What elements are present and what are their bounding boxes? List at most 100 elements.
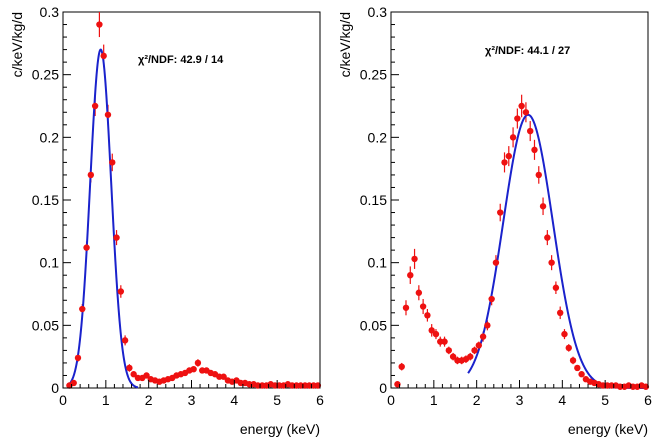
left-x-tick-label: 5 [273, 392, 281, 408]
right-data-point [565, 344, 572, 352]
right-data-point [561, 330, 568, 338]
left-data-point [190, 366, 197, 373]
right-y-tick-label: 0 [379, 380, 387, 396]
left-plot-frame [62, 11, 321, 389]
left-data-point [143, 372, 150, 379]
right-data-point [548, 259, 555, 266]
left-data-point [87, 171, 95, 179]
right-x-tick-label: 1 [430, 392, 438, 408]
right-data-point [556, 309, 564, 316]
right-data-point [518, 102, 525, 110]
right-x-axis: 0 1 2 3 4 5 6 [387, 380, 652, 408]
right-data-point [539, 203, 547, 210]
left-x-axis-title: energy (keV) [240, 421, 320, 437]
right-x-tick-label: 0 [387, 392, 395, 408]
left-y-tick-label: 0.15 [32, 192, 59, 208]
right-data-point [552, 284, 560, 291]
left-y-axis: 0 0.05 0.1 0.15 0.2 0.25 0.3 [32, 4, 71, 396]
left-y-tick-label: 0 [51, 380, 59, 396]
left-data-point [83, 244, 90, 251]
right-y-axis: 0 0.05 0.1 0.15 0.2 0.25 0.3 [360, 4, 399, 396]
left-data-point [100, 52, 107, 60]
right-y-tick-label: 0.05 [360, 317, 387, 333]
right-data-point [578, 371, 585, 378]
left-y-tick-label: 0.05 [32, 317, 59, 333]
right-data-point [467, 353, 474, 360]
right-data-point [415, 289, 423, 296]
right-data-point [492, 259, 500, 266]
right-x-tick-label: 4 [558, 392, 566, 408]
right-data-point [531, 146, 538, 154]
left-y-tick-label: 0.3 [40, 4, 60, 20]
left-data-point [104, 111, 112, 118]
right-data-point [484, 322, 491, 329]
left-x-tick-label: 2 [145, 392, 153, 408]
right-data-point [407, 272, 414, 279]
left-y-tick-label: 0.1 [40, 255, 60, 271]
left-x-axis: 0 1 2 3 4 5 6 [59, 380, 324, 408]
left-data-point [74, 354, 82, 362]
right-data-point [642, 383, 650, 390]
right-data-marks [394, 94, 650, 390]
left-data-point [220, 373, 227, 380]
right-data-point [509, 134, 517, 141]
left-x-tick-label: 4 [230, 392, 238, 408]
right-y-tick-label: 0.1 [368, 255, 388, 271]
right-data-point [419, 303, 427, 310]
right-x-tick-label: 3 [516, 392, 524, 408]
left-x-tick-label: 3 [188, 392, 196, 408]
right-chart-panel: 0 0.05 0.1 0.15 0.2 0.25 0.3 0 1 2 3 4 5 6 c/keV/kg/… [337, 4, 652, 437]
right-y-tick-label: 0.2 [368, 129, 388, 145]
left-data-point [113, 234, 120, 241]
right-data-point [445, 347, 453, 354]
right-data-point [411, 255, 418, 263]
left-x-tick-label: 1 [102, 392, 110, 408]
left-data-point [117, 288, 125, 295]
left-data-point [126, 364, 133, 372]
right-x-tick-label: 2 [473, 392, 481, 408]
left-chi2-annotation: χ²/NDF: 42.9 / 14 [138, 54, 224, 66]
right-data-point [471, 347, 478, 354]
right-fit-curve [467, 113, 648, 389]
left-y-axis-title: c/keV/kg/d [9, 12, 25, 77]
right-data-point [527, 127, 534, 135]
right-data-point [449, 353, 457, 360]
right-data-point [394, 381, 401, 388]
left-x-tick-label: 6 [316, 392, 324, 408]
right-data-point [522, 109, 530, 116]
left-data-point [96, 21, 103, 28]
left-fit-curve [66, 48, 139, 389]
left-chart-panel: 0 0.05 0.1 0.15 0.2 0.25 0.3 0 1 2 3 4 5 6 c/keV/kg/… [9, 4, 324, 437]
right-chi2-annotation: χ²/NDF: 44.1 / 27 [485, 45, 570, 57]
left-y-tick-label: 0.25 [32, 67, 59, 83]
left-data-marks [66, 12, 322, 389]
right-y-tick-label: 0.3 [368, 4, 388, 20]
left-data-point [79, 305, 86, 313]
right-y-tick-label: 0.15 [360, 192, 387, 208]
right-data-point [488, 295, 495, 303]
left-data-point [109, 159, 116, 166]
right-data-point [441, 338, 448, 345]
right-data-point [505, 152, 512, 160]
right-data-point [402, 304, 410, 311]
left-x-tick-label: 0 [59, 392, 67, 408]
left-y-tick-label: 0.2 [40, 129, 60, 145]
right-data-point [424, 312, 431, 319]
right-data-point [574, 364, 581, 372]
right-data-point [432, 330, 440, 338]
right-data-point [535, 171, 542, 179]
right-data-point [428, 327, 435, 334]
left-data-point [91, 102, 99, 110]
right-y-tick-label: 0.25 [360, 67, 387, 83]
right-data-point [569, 357, 577, 364]
right-data-point [475, 342, 483, 349]
left-data-point [194, 359, 202, 367]
left-data-point [314, 382, 322, 389]
right-x-tick-label: 6 [644, 392, 652, 408]
right-data-point [479, 333, 487, 340]
right-x-axis-title: energy (keV) [568, 421, 648, 437]
right-data-point [398, 363, 405, 370]
right-data-point [501, 159, 508, 166]
left-data-point [130, 371, 137, 378]
